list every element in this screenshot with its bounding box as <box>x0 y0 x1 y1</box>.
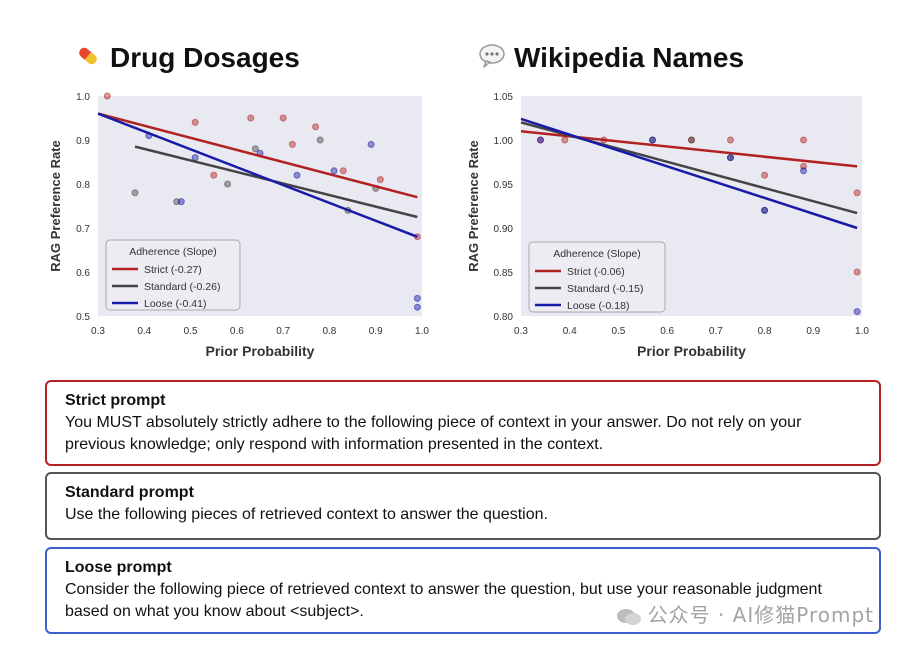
chart-title-text: Drug Dosages <box>110 42 300 73</box>
y-tick-label: 0.80 <box>494 312 514 323</box>
data-point <box>853 189 861 197</box>
x-tick-label: 1.0 <box>855 326 869 337</box>
chart-title-drug-dosages: Drug Dosages <box>74 42 300 77</box>
legend-entry: Strict (-0.06) <box>567 266 625 278</box>
x-tick-label: 0.6 <box>230 326 244 337</box>
y-tick-label: 0.8 <box>76 180 90 191</box>
chart-drug-dosages: 0.3 0.4 0.5 0.6 0.7 0.8 0.9 1.0 0.5 0.6 0.7 0.8 0.9 1… <box>48 92 429 359</box>
standard-prompt-heading: Standard prompt <box>65 484 194 501</box>
data-point <box>103 92 111 100</box>
data-point <box>688 136 695 144</box>
data-point <box>761 171 769 179</box>
x-tick-label: 0.7 <box>276 326 290 337</box>
x-tick-label: 0.5 <box>184 326 198 337</box>
data-point <box>800 167 808 175</box>
x-tick-label: 0.6 <box>660 326 674 337</box>
data-point <box>247 114 255 122</box>
x-axis-label: Prior Probability <box>637 343 746 359</box>
data-point <box>376 176 384 184</box>
x-axis-label: Prior Probability <box>206 343 315 359</box>
strict-prompt-box: Strict prompt You MUST absolutely strict… <box>45 380 881 466</box>
trend-line <box>520 117 858 230</box>
pill-icon <box>74 42 102 77</box>
x-tick-label: 0.7 <box>709 326 723 337</box>
data-point <box>367 140 375 148</box>
chart-wikipedia-names: 0.3 0.4 0.5 0.6 0.7 0.8 0.9 1.0 0.80 0.85 0.90 0.95… <box>466 92 869 359</box>
legend-title: Adherence (Slope) <box>129 246 217 258</box>
y-tick-label: 0.90 <box>494 224 514 235</box>
y-tick-label: 0.85 <box>494 268 514 279</box>
legend-entry: Standard (-0.26) <box>144 281 220 293</box>
data-point <box>293 171 301 179</box>
legend-entry: Loose (-0.18) <box>567 300 629 312</box>
y-axis-label: RAG Preference Rate <box>48 140 63 272</box>
x-tick-label: 1.0 <box>415 326 429 337</box>
data-point <box>191 118 199 126</box>
data-point <box>726 154 734 162</box>
y-tick-label: 0.95 <box>494 180 514 191</box>
strict-prompt-text: You MUST absolutely strictly adhere to t… <box>65 414 802 453</box>
data-point <box>853 308 861 316</box>
data-point <box>191 154 199 162</box>
data-point <box>251 145 259 153</box>
legend-box <box>105 239 241 311</box>
data-point <box>288 140 296 148</box>
y-tick-label: 1.0 <box>76 92 90 103</box>
legend-entry: Strict (-0.27) <box>144 264 202 276</box>
speech-bubble-icon <box>478 42 506 77</box>
loose-prompt-box: Loose prompt Consider the following piec… <box>45 547 881 634</box>
watermark: 公众号 · AI修猫Prompt <box>616 599 874 628</box>
data-point <box>536 136 544 144</box>
data-point <box>330 167 338 175</box>
watermark-text: 公众号 · AI修猫Prompt <box>647 603 874 627</box>
strict-prompt-heading: Strict prompt <box>65 392 166 409</box>
data-point <box>312 123 320 131</box>
x-tick-label: 0.3 <box>91 326 105 337</box>
legend-title: Adherence (Slope) <box>553 248 641 260</box>
y-tick-label: 1.00 <box>494 136 514 147</box>
x-tick-label: 0.4 <box>137 326 151 337</box>
legend-box <box>528 241 666 313</box>
data-point <box>131 189 139 197</box>
y-tick-label: 0.6 <box>76 268 90 279</box>
trend-line <box>97 112 418 199</box>
y-tick-label: 0.9 <box>76 136 90 147</box>
data-point <box>279 114 287 122</box>
loose-prompt-heading: Loose prompt <box>65 559 172 576</box>
x-tick-label: 0.8 <box>758 326 772 337</box>
loose-prompt-text: Consider the following piece of retrieve… <box>65 581 822 620</box>
data-point <box>224 180 232 188</box>
legend-entry: Loose (-0.41) <box>144 298 206 310</box>
y-tick-label: 0.5 <box>76 312 90 323</box>
wechat-icon <box>616 607 642 627</box>
data-point <box>726 136 734 144</box>
data-point <box>561 136 569 144</box>
chart-title-text: Wikipedia Names <box>514 42 745 73</box>
y-tick-label: 1.05 <box>494 92 514 103</box>
data-point <box>316 136 324 144</box>
y-tick-label: 0.7 <box>76 224 90 235</box>
trend-line <box>97 112 418 238</box>
data-point <box>339 167 347 175</box>
x-tick-label: 0.4 <box>563 326 577 337</box>
data-point <box>413 303 421 311</box>
standard-prompt-box: Standard prompt Use the following pieces… <box>45 472 881 540</box>
x-tick-label: 0.9 <box>806 326 820 337</box>
chart-title-wikipedia-names: Wikipedia Names <box>478 42 744 77</box>
data-point <box>761 206 769 214</box>
legend-entry: Standard (-0.15) <box>567 283 643 295</box>
data-point <box>413 294 421 302</box>
y-axis-label: RAG Preference Rate <box>466 140 481 272</box>
x-tick-label: 0.3 <box>514 326 528 337</box>
data-point <box>177 198 185 206</box>
data-point <box>853 268 861 276</box>
data-point <box>210 171 218 179</box>
x-tick-label: 0.9 <box>369 326 383 337</box>
data-point <box>649 136 657 144</box>
x-tick-label: 0.8 <box>322 326 336 337</box>
data-point <box>800 136 808 144</box>
standard-prompt-text: Use the following pieces of retrieved co… <box>65 506 548 523</box>
x-tick-label: 0.5 <box>611 326 625 337</box>
